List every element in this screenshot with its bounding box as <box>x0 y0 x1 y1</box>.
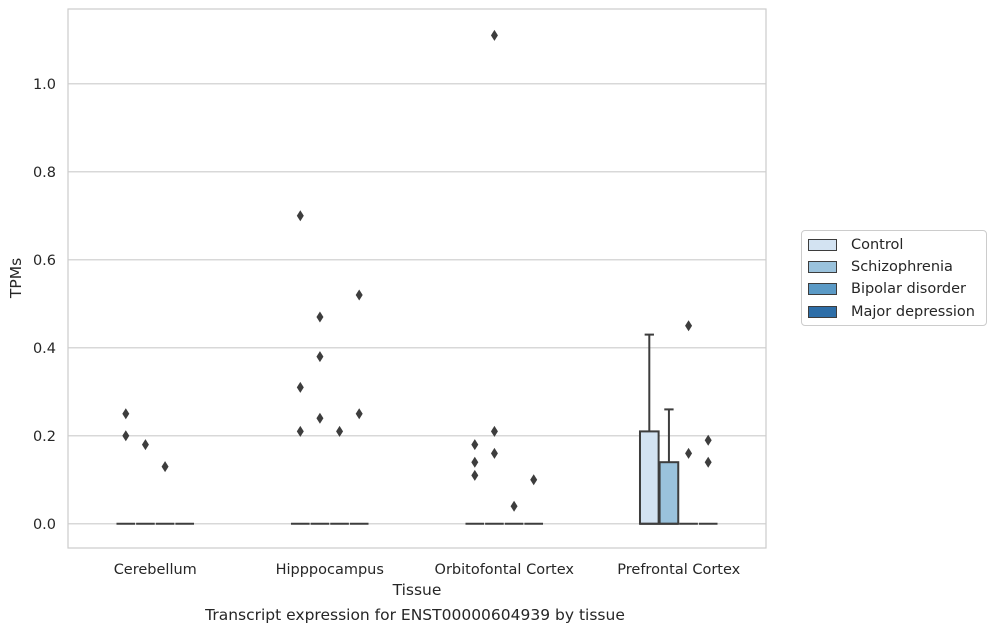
box-major-depression-prefrontal-cortex-outlier <box>704 456 712 468</box>
gridlines <box>68 83 766 525</box>
box-control-orbitofontal-cortex-outlier <box>471 469 479 481</box>
box-bipolar-disorder-orbitofontal-cortex-outlier <box>510 500 518 512</box>
y-tick-label: 0.4 <box>33 341 56 357</box>
box-schizophrenia-hipppocampus-outlier <box>316 311 324 323</box>
box-control-hipppocampus-outlier <box>296 381 304 393</box>
x-axis-label: Tissue <box>392 581 442 599</box>
box-schizophrenia-orbitofontal-cortex-outlier <box>490 29 498 41</box>
legend-label-major-depression: Major depression <box>851 304 975 320</box>
box-control-hipppocampus-outlier <box>296 425 304 437</box>
y-axis-label: TPMs <box>7 258 25 299</box>
box-schizophrenia-hipppocampus-outlier <box>316 412 324 424</box>
y-tick-label: 0.2 <box>33 429 56 445</box>
legend-swatch-control <box>808 239 837 251</box>
legend-label-bipolar: Bipolar disorder <box>851 281 966 297</box>
legend-label-control: Control <box>851 237 904 253</box>
outlier-marks <box>122 29 712 512</box>
y-tick-label: 1.0 <box>33 77 56 93</box>
box-control-cerebellum-outlier <box>122 408 130 420</box>
x-tick-labels: Cerebellum Hipppocampus Orbitofontal Corte… <box>114 562 741 578</box>
box-control-hipppocampus-outlier <box>296 210 304 222</box>
y-tick-label: 0.8 <box>33 165 56 181</box>
box-control-orbitofontal-cortex-outlier <box>471 439 479 451</box>
y-tick-label: 0.0 <box>33 517 56 533</box>
x-tick-label: Prefrontal Cortex <box>617 562 740 578</box>
box-major-depression-hipppocampus-outlier <box>355 289 363 301</box>
legend-item-control: Control <box>808 235 903 255</box>
box-major-depression-prefrontal-cortex-outlier <box>704 434 712 446</box>
box-schizophrenia-orbitofontal-cortex-outlier <box>490 425 498 437</box>
legend: Control Schizophrenia Bipolar disorder M… <box>801 230 987 326</box>
legend-item-major-depression: Major depression <box>808 302 975 322</box>
box-control-cerebellum-outlier <box>122 430 130 442</box>
x-tick-label: Hipppocampus <box>276 562 384 578</box>
x-tick-label: Cerebellum <box>114 562 197 578</box>
legend-item-schizophrenia: Schizophrenia <box>808 257 953 277</box>
legend-swatch-schizophrenia <box>808 261 837 273</box>
box-schizophrenia-prefrontal-cortex <box>658 461 680 525</box>
x-tick-label: Orbitofontal Cortex <box>435 562 575 578</box>
box-major-depression-orbitofontal-cortex-outlier <box>530 474 538 486</box>
legend-swatch-bipolar <box>808 283 837 295</box>
plot-frame <box>67 8 767 549</box>
y-tick-label: 0.6 <box>33 253 56 269</box>
y-tick-labels: 0.0 0.2 0.4 0.6 0.8 1.0 <box>33 77 56 533</box>
box-marks <box>116 333 718 525</box>
box-schizophrenia-hipppocampus-outlier <box>316 351 324 363</box>
box-control-orbitofontal-cortex-outlier <box>471 456 479 468</box>
chart-caption: Transcript expression for ENST0000060493… <box>205 606 625 624</box>
legend-label-schizophrenia: Schizophrenia <box>851 259 953 275</box>
legend-swatch-major-depression <box>808 306 837 318</box>
box-major-depression-hipppocampus-outlier <box>355 408 363 420</box>
box-bipolar-disorder-hipppocampus-outlier <box>336 425 344 437</box>
box-schizophrenia-orbitofontal-cortex-outlier <box>490 447 498 459</box>
box-bipolar-disorder-prefrontal-cortex-outlier <box>685 447 693 459</box>
box-bipolar-disorder-prefrontal-cortex-outlier <box>685 320 693 332</box>
box-schizophrenia-cerebellum-outlier <box>141 439 149 451</box>
legend-item-bipolar: Bipolar disorder <box>808 279 966 299</box>
box-control-prefrontal-cortex <box>638 430 660 525</box>
box-bipolar-disorder-cerebellum-outlier <box>161 461 169 473</box>
